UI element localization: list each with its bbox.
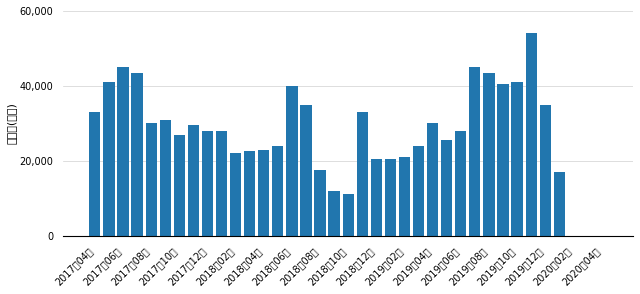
- Bar: [258, 150, 269, 236]
- Bar: [441, 140, 452, 236]
- Bar: [202, 131, 213, 236]
- Bar: [511, 82, 523, 236]
- Y-axis label: 거래량(건수): 거래량(건수): [7, 102, 17, 144]
- Bar: [525, 34, 537, 236]
- Bar: [385, 159, 396, 236]
- Bar: [356, 112, 368, 236]
- Bar: [427, 123, 438, 236]
- Bar: [145, 123, 157, 236]
- Bar: [540, 105, 551, 236]
- Bar: [244, 151, 255, 236]
- Bar: [103, 82, 115, 236]
- Bar: [230, 153, 241, 236]
- Bar: [173, 135, 185, 236]
- Bar: [328, 191, 340, 236]
- Bar: [216, 131, 227, 236]
- Bar: [455, 131, 467, 236]
- Bar: [117, 67, 129, 236]
- Bar: [159, 120, 171, 236]
- Bar: [314, 170, 326, 236]
- Bar: [89, 112, 100, 236]
- Bar: [483, 73, 495, 236]
- Bar: [188, 125, 199, 236]
- Bar: [399, 157, 410, 236]
- Bar: [554, 172, 565, 236]
- Bar: [497, 84, 509, 236]
- Bar: [131, 73, 143, 236]
- Bar: [300, 105, 312, 236]
- Bar: [469, 67, 481, 236]
- Bar: [413, 146, 424, 236]
- Bar: [286, 86, 298, 236]
- Bar: [371, 159, 382, 236]
- Bar: [342, 195, 354, 236]
- Bar: [272, 146, 284, 236]
